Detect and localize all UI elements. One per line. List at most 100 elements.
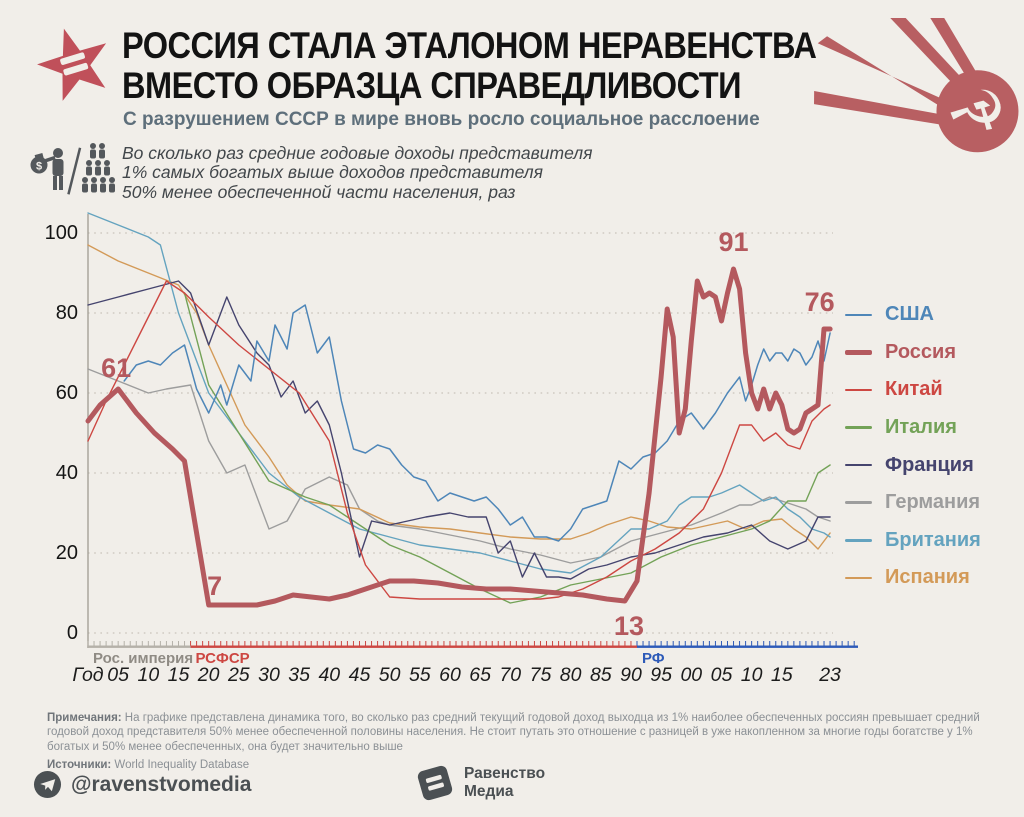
x-tick-label-65: 65 xyxy=(469,664,491,686)
legend-item-germany: Германия xyxy=(845,484,1020,522)
legend-swatch-britain xyxy=(845,539,872,542)
x-tick-label-15: 15 xyxy=(167,664,190,686)
svg-text:$: $ xyxy=(36,161,42,173)
title-line-2: ВМЕСТО ОБРАЗЦА СПРАВЕДЛИВОСТИ xyxy=(122,64,742,106)
x-tick-label-55: 55 xyxy=(408,664,431,686)
era-strip-Рос. империя xyxy=(88,645,191,648)
footnote-text: На графике представлена динамика того, в… xyxy=(47,711,980,754)
legend-swatch-china xyxy=(845,388,872,392)
people-money-icon: $ xyxy=(30,143,115,195)
x-tick-label-70: 70 xyxy=(499,664,522,686)
y-axis-labels: 0 20 40 60 80 100 xyxy=(28,0,78,700)
y-tick-label-0: 0 xyxy=(66,622,78,644)
star-equality-logo xyxy=(33,23,117,107)
series-line-spain xyxy=(87,244,831,550)
era-strip-РСФСР xyxy=(190,645,638,648)
series-line-france xyxy=(87,280,831,580)
x-tick-label-35: 35 xyxy=(288,664,310,686)
era-strip-РФ xyxy=(637,645,858,648)
x-tick-label-60: 60 xyxy=(439,664,461,686)
annotation-76: 76 xyxy=(805,287,835,317)
x-tick-label-25: 25 xyxy=(227,664,250,686)
sources-label: Источники: xyxy=(47,758,112,771)
era-labels: Рос. империя РСФСР РФ xyxy=(0,650,1024,667)
legend-label-germany: Германия xyxy=(885,491,981,514)
sputnik-logo: ☭ xyxy=(812,18,1022,188)
y-tick-label-40: 40 xyxy=(55,462,78,484)
x-tick-label-Год: Год xyxy=(72,664,104,686)
x-tick-label-05: 05 xyxy=(710,664,733,686)
legend-swatch-germany xyxy=(845,501,872,505)
legend-swatch-russia xyxy=(845,349,872,355)
page-title: РОССИЯ СТАЛА ЭТАЛОНОМ НЕРАВЕНСТВА ВМЕСТО… xyxy=(122,25,817,106)
x-tick-label-00: 00 xyxy=(680,664,703,686)
legend-label-spain: Испания xyxy=(885,566,970,589)
legend-item-china: Китай xyxy=(845,371,1020,409)
page-subtitle: С разрушением СССР в мире вновь росло со… xyxy=(123,109,760,130)
series-line-britain xyxy=(87,212,831,574)
annotation-61: 61 xyxy=(101,353,131,383)
x-tick-label-30: 30 xyxy=(258,664,280,686)
legend-label-france: Франция xyxy=(885,453,974,476)
chart-legend: США Россия Китай Италия Франция Германия Брита… xyxy=(845,296,1020,597)
y-tick-label-60: 60 xyxy=(55,382,78,404)
sources-text: World Inequality Database xyxy=(111,758,250,771)
brand-name: Равенство Медиа xyxy=(464,765,545,802)
measure-note-line: Во сколько раз средние годовые доходы пр… xyxy=(122,143,593,163)
legend-label-russia: Россия xyxy=(885,340,957,363)
era-label-РФ: РФ xyxy=(642,650,665,667)
x-tick-label-95: 95 xyxy=(650,664,672,686)
x-tick-label-15: 15 xyxy=(770,664,793,686)
annotation-7: 7 xyxy=(207,571,222,601)
legend-item-italy: Италия xyxy=(845,409,1020,447)
sputnik-icon: ☭ xyxy=(814,18,1019,155)
series-line-germany xyxy=(87,368,831,564)
y-tick-label-80: 80 xyxy=(55,302,78,324)
sources-line: Источники: World Inequality Database xyxy=(47,759,249,771)
legend-label-china: Китай xyxy=(885,378,943,401)
measure-note: Во сколько раз средние годовые доходы пр… xyxy=(122,143,593,202)
x-tick-label-85: 85 xyxy=(589,664,612,686)
x-axis-labels: Год 05 10 15 20 25 30 35 40 45 50 55 60 65 70 75 80 85 90 9… xyxy=(0,664,1024,688)
annotation-13: 13 xyxy=(614,611,644,641)
x-tick-label-75: 75 xyxy=(529,664,552,686)
legend-item-france: Франция xyxy=(845,446,1020,484)
x-tick-label-80: 80 xyxy=(559,664,582,686)
series-line-russia xyxy=(85,266,833,608)
x-tick-label-10: 10 xyxy=(740,664,763,686)
star-icon xyxy=(37,28,107,101)
rich-poor-ratio-icon: $ xyxy=(27,139,119,203)
series-line-china xyxy=(87,280,831,600)
telegram-handle: @ravenstvomedia xyxy=(71,772,252,796)
legend-swatch-italy xyxy=(845,426,872,429)
x-tick-label-50: 50 xyxy=(378,664,401,686)
title-line-1: РОССИЯ СТАЛА ЭТАЛОНОМ НЕРАВЕНСТВА xyxy=(122,25,817,66)
x-tick-label-23: 23 xyxy=(819,664,841,686)
legend-item-usa: США xyxy=(845,296,1020,334)
brand-logo: Равенство Медиа xyxy=(414,762,545,804)
legend-swatch-usa xyxy=(845,313,872,317)
series-line-italy xyxy=(183,292,831,604)
ravenstvo-media-icon xyxy=(417,765,453,801)
legend-item-spain: Испания xyxy=(845,559,1020,597)
measure-note-line: 50% менее обеспеченной части населения, … xyxy=(122,181,516,202)
era-label-РСФСР: РСФСР xyxy=(195,650,250,667)
legend-label-britain: Британия xyxy=(885,528,981,551)
x-tick-label-40: 40 xyxy=(318,664,341,686)
x-tick-label-45: 45 xyxy=(348,664,371,686)
measure-note-line: 1% самых богатых выше доходов представит… xyxy=(122,162,544,183)
legend-swatch-france xyxy=(845,463,872,467)
series-line-usa xyxy=(123,304,831,542)
legend-label-italy: Италия xyxy=(885,416,957,439)
brand-name-line2: Медиа xyxy=(464,783,514,800)
telegram-link[interactable]: @ravenstvomedia xyxy=(33,770,251,799)
x-tick-label-10: 10 xyxy=(137,664,160,686)
svg-text:☭: ☭ xyxy=(936,67,1019,155)
legend-swatch-spain xyxy=(845,576,872,580)
telegram-icon xyxy=(33,770,62,799)
y-tick-label-20: 20 xyxy=(55,542,78,564)
legend-item-britain: Британия xyxy=(845,522,1020,560)
legend-item-russia: Россия xyxy=(845,334,1020,372)
footnote: Примечания: На графике представлена дина… xyxy=(47,711,985,756)
